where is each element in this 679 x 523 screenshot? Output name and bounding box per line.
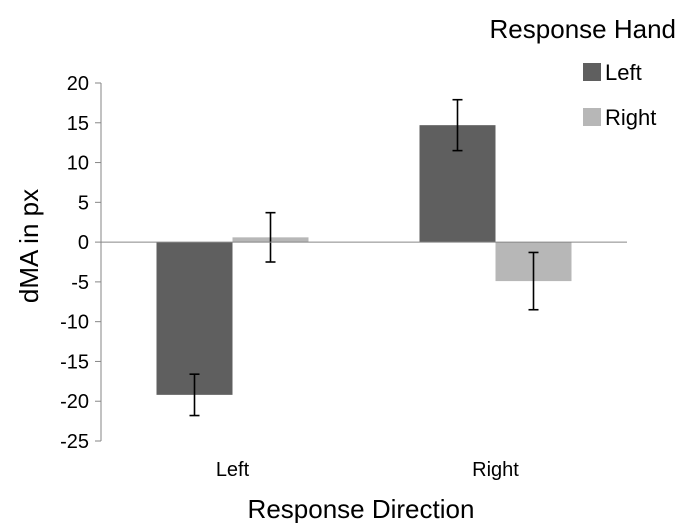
y-tick-label: -25 [60, 431, 89, 453]
y-tick-label: 20 [67, 73, 89, 95]
x-category-label: Left [216, 459, 250, 481]
y-tick-label: 10 [67, 153, 89, 175]
legend-label-right: Right [605, 105, 656, 130]
y-axis-title: dMA in px [14, 189, 44, 303]
legend-swatch-left [583, 63, 601, 81]
y-tick-label: -20 [60, 391, 89, 413]
bar-left-hand-left-direction [156, 242, 233, 395]
legend: Left Right [583, 60, 656, 130]
x-category-label: Right [472, 459, 519, 481]
y-tick-label: 0 [78, 232, 89, 254]
y-tick-label: 15 [67, 113, 89, 135]
x-axis-title: Response Direction [248, 494, 475, 523]
y-tick-label: -15 [60, 351, 89, 373]
legend-swatch-right [583, 108, 601, 126]
y-tick-label: -5 [71, 272, 89, 294]
y-tick-label: 5 [78, 192, 89, 214]
y-axis: 20 15 10 5 0 -5 -10 -15 -20 -25 [60, 73, 102, 453]
category-labels: Left Right [216, 459, 519, 481]
legend-label-left: Left [605, 60, 642, 85]
bars [156, 125, 572, 395]
legend-title: Response Hand [490, 14, 676, 44]
error-bars [189, 98, 539, 417]
y-tick-label: -10 [60, 312, 89, 334]
